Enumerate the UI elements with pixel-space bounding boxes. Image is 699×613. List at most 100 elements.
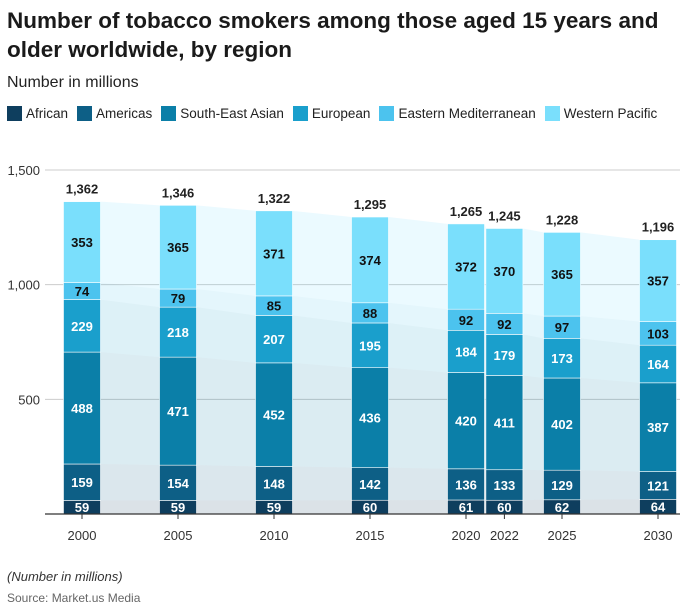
bar-segment: [543, 232, 581, 317]
data-label: 488: [71, 401, 93, 416]
connector-area: [522, 228, 544, 317]
connector-area: [292, 210, 352, 303]
bar-segment: [255, 210, 293, 297]
connector-area: [100, 500, 160, 514]
data-label: 173: [551, 351, 573, 366]
connector-area: [100, 299, 160, 358]
bar-segment: [447, 330, 485, 373]
bar-segment: [639, 239, 677, 322]
connector-area: [196, 465, 256, 501]
bar-segment: [159, 464, 197, 501]
data-label: 148: [263, 476, 285, 491]
connector-area: [196, 500, 256, 514]
total-label: 1,245: [488, 208, 521, 223]
connector-area: [522, 469, 544, 501]
x-tick-label: 2005: [164, 528, 193, 543]
bar-segment: [351, 367, 389, 468]
total-label: 1,322: [258, 191, 291, 206]
bar-segment: [543, 338, 581, 379]
bar-segment: [351, 322, 389, 368]
connector-area: [522, 499, 544, 514]
legend-swatch: [379, 106, 395, 121]
legend-label: African: [26, 106, 69, 121]
connector-area: [484, 468, 486, 501]
data-label: 92: [459, 313, 473, 328]
data-label: 59: [75, 500, 89, 515]
connector-area: [522, 334, 544, 379]
data-label: 121: [647, 478, 669, 493]
bar-segment: [351, 216, 389, 304]
data-label: 402: [551, 417, 573, 432]
bar-segment: [447, 468, 485, 501]
connector-area: [580, 232, 640, 322]
data-label: 136: [455, 477, 477, 492]
total-label: 1,346: [162, 185, 195, 200]
data-label: 195: [359, 338, 381, 353]
bar-segment: [485, 334, 524, 376]
data-label: 218: [167, 325, 189, 340]
connector-area: [580, 499, 640, 514]
data-label: 387: [647, 420, 669, 435]
legend-label: South-East Asian: [180, 106, 284, 121]
total-label: 1,196: [642, 220, 675, 235]
bar-segment: [159, 205, 197, 290]
data-label: 436: [359, 411, 381, 426]
connector-area: [196, 307, 256, 363]
data-label: 420: [455, 414, 477, 429]
data-label: 370: [494, 264, 516, 279]
connector-area: [580, 338, 640, 383]
data-label: 159: [71, 475, 93, 490]
connector-area: [484, 309, 486, 335]
connector-area: [484, 223, 486, 314]
data-label: 142: [359, 477, 381, 492]
legend-swatch: [161, 106, 177, 121]
data-label: 411: [494, 416, 515, 431]
y-tick-label: 1,000: [7, 278, 40, 293]
connector-area: [484, 500, 486, 514]
data-label: 374: [359, 253, 381, 268]
data-label: 207: [263, 332, 285, 347]
connector-area: [388, 500, 448, 514]
connector-area: [388, 217, 448, 310]
connector-area: [580, 316, 640, 346]
legend-label: European: [311, 106, 371, 121]
bar-segment: [447, 372, 485, 470]
data-label: 471: [167, 404, 189, 419]
data-label: 229: [71, 319, 93, 334]
legend-item: Americas: [77, 106, 152, 121]
data-label: 103: [647, 326, 669, 341]
connector-area: [292, 315, 352, 368]
legend-item: Eastern Mediterranean: [379, 106, 536, 121]
x-tick-label: 2020: [452, 528, 481, 543]
data-label: 74: [75, 284, 90, 299]
bar-segment: [639, 344, 677, 384]
bar-segment: [351, 467, 389, 501]
bar-segment: [63, 201, 101, 283]
note: (Number in millions): [7, 569, 123, 584]
data-label: 179: [494, 348, 516, 363]
legend-item: African: [7, 106, 68, 121]
legend-item: South-East Asian: [161, 106, 284, 121]
connector-area: [100, 282, 160, 308]
data-label: 88: [363, 306, 377, 321]
source: Source: Market.us Media: [7, 591, 141, 605]
connector-area: [580, 378, 640, 472]
connector-area: [292, 362, 352, 468]
connector-area: [388, 302, 448, 331]
data-label: 357: [647, 274, 669, 289]
connector-area: [196, 289, 256, 316]
bar-segment: [63, 351, 101, 465]
legend-item: Western Pacific: [544, 106, 658, 121]
legend-swatch: [544, 106, 560, 121]
legend-label: Western Pacific: [563, 106, 658, 121]
connector-area: [196, 357, 256, 467]
legend-swatch: [292, 106, 308, 121]
total-label: 1,362: [66, 182, 99, 197]
connector-area: [100, 201, 160, 290]
chart-subtitle: Number in millions: [7, 74, 139, 91]
connector-area: [388, 367, 448, 469]
legend-swatch: [7, 106, 22, 121]
x-tick-label: 2025: [548, 528, 577, 543]
